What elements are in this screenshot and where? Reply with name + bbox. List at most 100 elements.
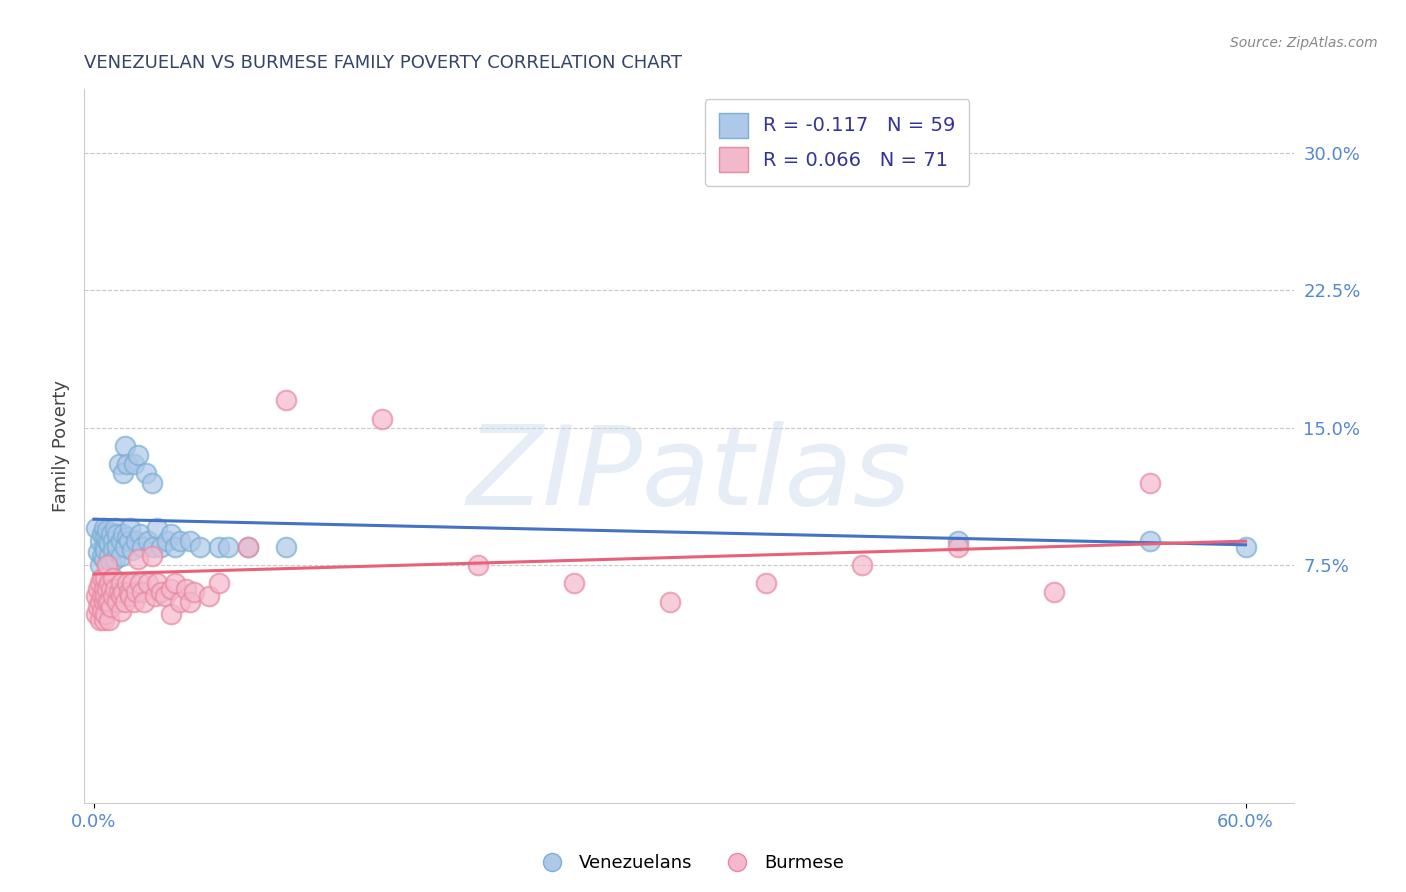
Point <box>90 604 112 618</box>
Point <box>125 585 148 599</box>
Point <box>135 467 157 481</box>
Point <box>98 594 121 608</box>
Point <box>159 526 181 541</box>
Point <box>93 552 115 566</box>
Point <box>117 534 139 549</box>
Point <box>131 540 153 554</box>
Point <box>84 607 107 622</box>
Point <box>96 523 118 537</box>
Point <box>163 540 186 554</box>
Text: Source: ZipAtlas.com: Source: ZipAtlas.com <box>1230 36 1378 50</box>
Point <box>136 534 159 549</box>
Point <box>93 521 115 535</box>
Point <box>87 600 110 615</box>
Point <box>101 571 124 585</box>
Point <box>1234 540 1257 554</box>
Point <box>115 458 138 472</box>
Point <box>96 582 118 596</box>
Point <box>274 393 297 408</box>
Point <box>208 540 231 554</box>
Point <box>84 589 107 603</box>
Point <box>150 585 173 599</box>
Point <box>114 594 136 608</box>
Point <box>101 534 124 549</box>
Point <box>110 549 132 563</box>
Point <box>120 589 142 603</box>
Point <box>121 576 143 591</box>
Point <box>89 594 111 608</box>
Point <box>122 594 145 608</box>
Point <box>127 552 149 566</box>
Point <box>163 576 186 591</box>
Point <box>90 526 112 541</box>
Point <box>94 571 117 585</box>
Point <box>179 594 201 608</box>
Point <box>117 585 139 599</box>
Point <box>129 576 152 591</box>
Point <box>114 540 136 554</box>
Point <box>851 558 873 572</box>
Point <box>111 526 134 541</box>
Point <box>94 607 117 622</box>
Point <box>94 531 117 545</box>
Point <box>90 589 112 603</box>
Point <box>141 475 163 490</box>
Point <box>153 589 176 603</box>
Point <box>129 526 152 541</box>
Point <box>105 526 128 541</box>
Point <box>658 594 681 608</box>
Point <box>96 558 118 572</box>
Point <box>104 521 127 535</box>
Point <box>100 600 122 615</box>
Point <box>110 576 132 591</box>
Point <box>87 582 110 596</box>
Point <box>108 585 131 599</box>
Point <box>110 534 132 549</box>
Point <box>111 467 134 481</box>
Point <box>104 582 127 596</box>
Point <box>1139 534 1161 549</box>
Point <box>136 576 159 591</box>
Point <box>100 556 122 570</box>
Point <box>946 540 969 554</box>
Point <box>132 594 155 608</box>
Point <box>100 526 122 541</box>
Point <box>108 458 131 472</box>
Point <box>111 585 134 599</box>
Point <box>169 594 191 608</box>
Point <box>89 558 111 572</box>
Point <box>183 585 205 599</box>
Point <box>115 531 138 545</box>
Point <box>156 534 179 549</box>
Point <box>115 576 138 591</box>
Point <box>467 558 489 572</box>
Point <box>274 540 297 554</box>
Point <box>1042 585 1064 599</box>
Point <box>174 582 197 596</box>
Point <box>94 589 117 603</box>
Point <box>87 545 110 559</box>
Point <box>89 613 111 627</box>
Point <box>84 521 107 535</box>
Point <box>94 543 117 558</box>
Point <box>562 576 585 591</box>
Point <box>121 543 143 558</box>
Point <box>120 521 142 535</box>
Point <box>131 585 153 599</box>
Point <box>169 534 191 549</box>
Point <box>96 534 118 549</box>
Point <box>110 589 132 603</box>
Point <box>114 439 136 453</box>
Point <box>127 448 149 462</box>
Point <box>236 540 259 554</box>
Point <box>125 534 148 549</box>
Point <box>93 582 115 596</box>
Text: VENEZUELAN VS BURMESE FAMILY POVERTY CORRELATION CHART: VENEZUELAN VS BURMESE FAMILY POVERTY COR… <box>84 54 682 72</box>
Point <box>89 534 111 549</box>
Point <box>198 589 221 603</box>
Point <box>159 582 181 596</box>
Point <box>142 540 165 554</box>
Point <box>90 571 112 585</box>
Point <box>150 540 173 554</box>
Point <box>371 411 394 425</box>
